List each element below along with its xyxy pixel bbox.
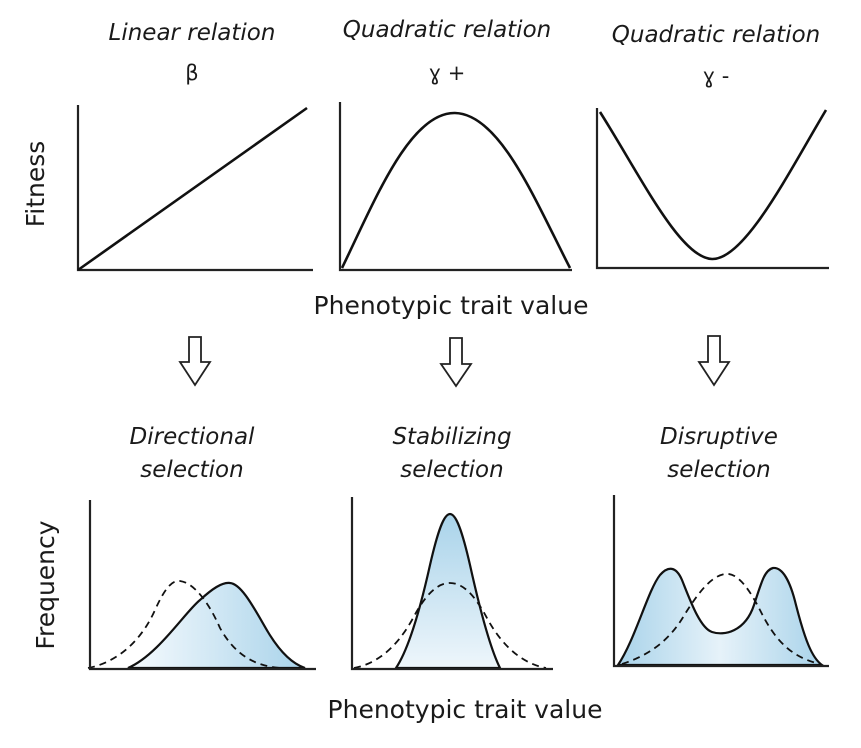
x-axis-label-top: Phenotypic trait value [314,291,589,320]
fitness-curve-convex [598,109,828,261]
fitness-curve-concave [340,111,572,269]
y-axis-label-frequency: Frequency [31,520,60,649]
panel-quadratic-positive-axes [338,102,572,272]
title-stabilizing-line2: selection [400,457,503,483]
distribution-before-stabilizing [353,582,547,669]
panel-stabilizing-axes [350,497,553,671]
panel-directional [87,500,316,671]
distribution-after-disruptive [615,566,826,667]
panel-quadratic-negative [595,108,829,270]
title-linear: Linear relation [109,20,276,46]
panel-quadratic-negative-axes [595,108,829,270]
symbol-gamma-negative: ɣ - [703,64,730,88]
distribution-after-directional [127,581,306,670]
arrow-down-icon [439,337,473,388]
title-directional-line1: Directional [130,424,256,450]
title-disruptive-line2: selection [667,457,770,483]
panel-disruptive-axes [612,495,829,668]
title-disruptive-line1: Disruptive [660,424,778,450]
title-quadratic-positive: Quadratic relation [343,17,551,43]
arrow-down-icon [697,335,731,387]
panel-quadratic-positive [338,102,572,272]
panel-linear [76,105,313,272]
distribution-before-directional [87,580,281,669]
title-directional-line2: selection [140,457,243,483]
x-axis-label-bottom: Phenotypic trait value [328,695,603,724]
panel-directional-axes [88,500,316,671]
distribution-after-stabilizing [393,512,502,670]
arrow-down-icon [178,336,212,387]
y-axis-label-fitness: Fitness [21,141,50,228]
panel-disruptive [612,495,829,668]
panel-stabilizing [350,497,553,671]
title-stabilizing-line1: Stabilizing [392,424,511,450]
title-quadratic-negative: Quadratic relation [612,22,820,48]
symbol-gamma-positive: ɣ + [429,61,466,85]
distribution-before-disruptive [621,573,821,665]
fitness-curve-linear [77,106,308,272]
symbol-beta: β [185,61,198,85]
